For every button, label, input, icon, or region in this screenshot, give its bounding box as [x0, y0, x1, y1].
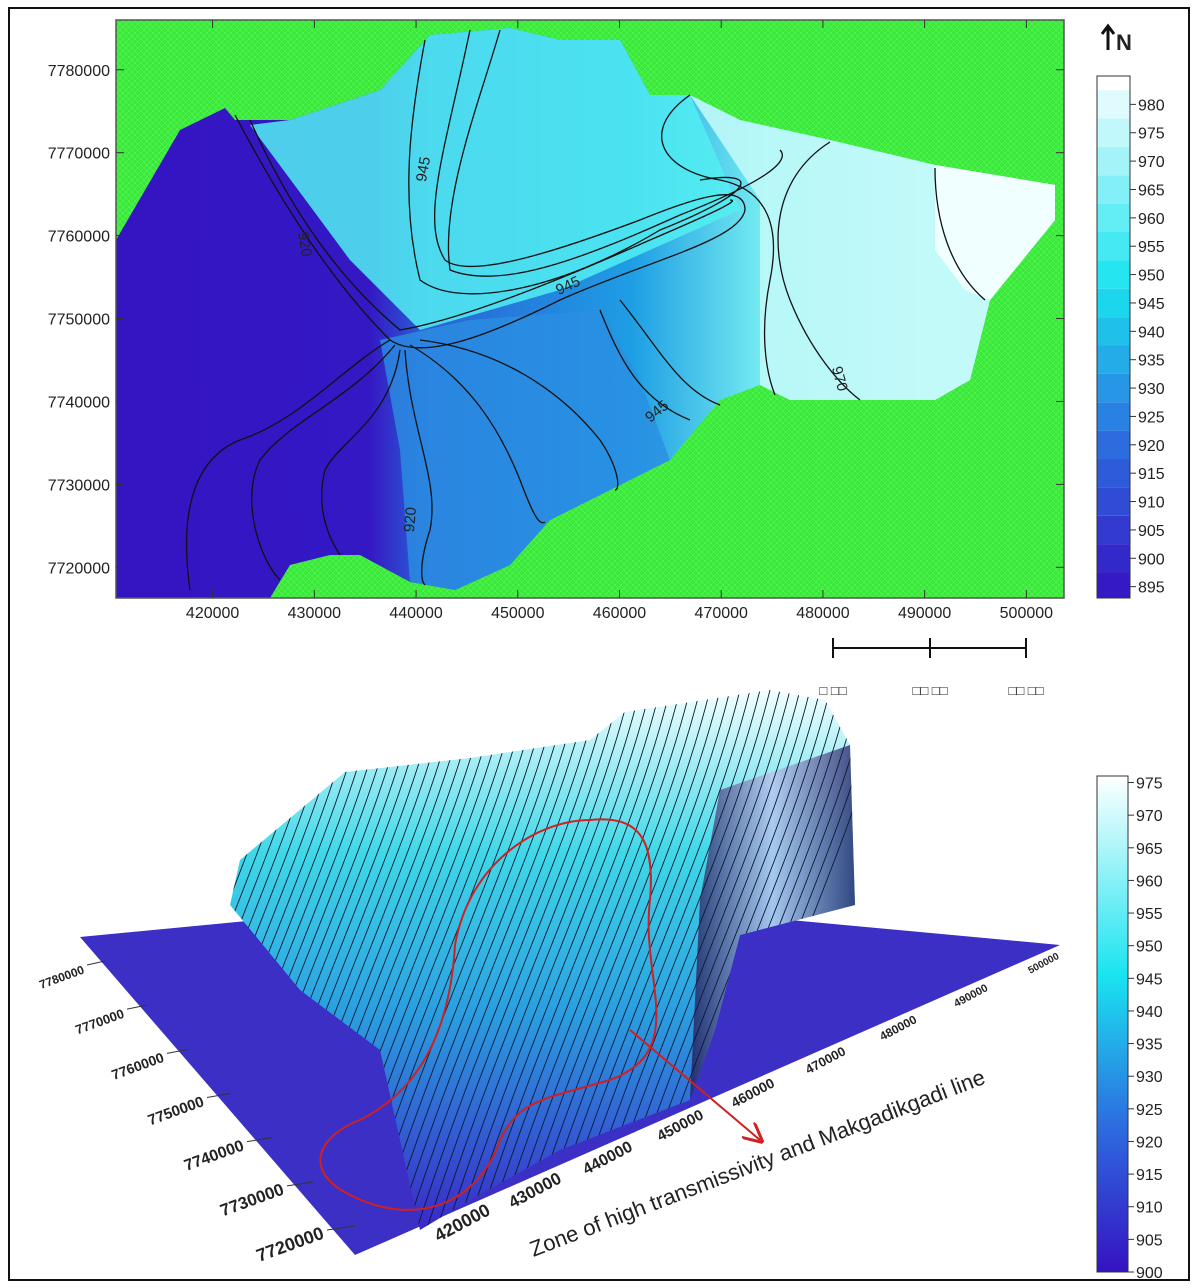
colorbar-tick-label: 920	[1138, 438, 1165, 455]
colorbar-tick-label: 970	[1138, 154, 1165, 171]
x-tick-label: 480000	[796, 605, 849, 622]
y-tick-label: 7780000	[48, 63, 110, 80]
colorbar-2-tick-label: 955	[1136, 906, 1163, 923]
colorbar-band	[1097, 516, 1130, 544]
colorbar-tick-label: 895	[1138, 580, 1165, 597]
colorbar-band	[1097, 487, 1130, 515]
figure: N Zone of high transmissivity and Makgad…	[0, 0, 1197, 1283]
y-tick-label: 7760000	[48, 229, 110, 246]
colorbar-band	[1097, 260, 1130, 288]
colorbar-2-tick-label: 960	[1136, 873, 1163, 890]
y-tick-label: 7740000	[48, 394, 110, 411]
colorbar-band	[1097, 147, 1130, 175]
colorbar-band	[1097, 175, 1130, 203]
y-tick-label-3d: 7780000	[37, 963, 86, 992]
colorbar-2-tick-label: 965	[1136, 841, 1163, 858]
scale-label: □□ □□	[1008, 683, 1043, 698]
colorbar-band	[1097, 232, 1130, 260]
contour-label: 920	[401, 506, 420, 532]
colorbar-2-tick-label: 900	[1136, 1265, 1163, 1282]
colorbar-band	[1097, 317, 1130, 345]
y-tick-label: 7720000	[48, 560, 110, 577]
colorbar-tick-label: 980	[1138, 97, 1165, 114]
colorbar-2-tick-label: 970	[1136, 808, 1163, 825]
x-tick-label: 440000	[389, 605, 442, 622]
colorbar-2-tick-label: 940	[1136, 1004, 1163, 1021]
colorbar-tick-label: 905	[1138, 523, 1165, 540]
colorbar-band	[1097, 572, 1130, 598]
x-tick-label: 460000	[593, 605, 646, 622]
colorbar-tick-label: 960	[1138, 211, 1165, 228]
colorbar-tick-label: 900	[1138, 551, 1165, 568]
y-tick-label-3d: 7730000	[218, 1180, 287, 1220]
x-tick-label: 420000	[186, 605, 239, 622]
colorbar-tick-label: 915	[1138, 466, 1165, 483]
y-tick-3d	[87, 961, 105, 965]
colorbar-band	[1097, 544, 1130, 572]
colorbar-band	[1097, 289, 1130, 317]
colorbar-2-tick-label: 975	[1136, 776, 1163, 793]
colorbar-tick-label: 910	[1138, 495, 1165, 512]
colorbar-2-tick-label: 925	[1136, 1102, 1163, 1119]
y-tick-label: 7730000	[48, 477, 110, 494]
colorbar-2-tick-label: 920	[1136, 1134, 1163, 1151]
colorbar-tick-label: 935	[1138, 353, 1165, 370]
colorbar-tick-label: 955	[1138, 239, 1165, 256]
north-label: N	[1116, 30, 1132, 55]
colorbar-2-tick-label: 935	[1136, 1037, 1163, 1054]
colorbar-2-tick-label: 915	[1136, 1167, 1163, 1184]
colorbar-band	[1097, 204, 1130, 232]
x-tick-label: 470000	[695, 605, 748, 622]
colorbar-band	[1097, 402, 1130, 430]
colorbar-2-tick-label: 950	[1136, 939, 1163, 956]
colorbar-tick-label: 930	[1138, 381, 1165, 398]
colorbar-2-tick-label: 945	[1136, 971, 1163, 988]
x-tick-label: 500000	[1000, 605, 1053, 622]
y-tick-label: 7770000	[48, 146, 110, 163]
x-tick-label: 450000	[491, 605, 544, 622]
colorbar-tick-label: 940	[1138, 324, 1165, 341]
colorbar-band	[1097, 119, 1130, 147]
colorbar-band	[1097, 346, 1130, 374]
y-tick-label-3d: 7720000	[254, 1223, 327, 1266]
y-tick-label-3d: 7740000	[182, 1137, 246, 1174]
y-tick-label-3d: 7760000	[109, 1049, 166, 1083]
colorbar-2-tick-label: 930	[1136, 1069, 1163, 1086]
colorbar-tick-label: 965	[1138, 182, 1165, 199]
colorbar-2	[1097, 776, 1128, 1272]
colorbar-2-tick-label: 905	[1136, 1232, 1163, 1249]
colorbar-tick-label: 945	[1138, 296, 1165, 313]
colorbar-band	[1097, 459, 1130, 487]
x-tick-label: 490000	[898, 605, 951, 622]
north-arrow	[1102, 26, 1114, 50]
colorbar-tick-label: 975	[1138, 126, 1165, 143]
scale-bar	[833, 638, 1026, 658]
colorbar-band	[1097, 431, 1130, 459]
scale-label: □□ □□	[912, 683, 947, 698]
colorbar-band	[1097, 374, 1130, 402]
colorbar-tick-label: 925	[1138, 409, 1165, 426]
scale-label: □ □□	[819, 683, 846, 698]
y-tick-label: 7750000	[48, 312, 110, 329]
colorbar-2-tick-label: 910	[1136, 1200, 1163, 1217]
y-tick-label-3d: 7770000	[73, 1006, 126, 1037]
x-tick-label: 430000	[288, 605, 341, 622]
colorbar-tick-label: 950	[1138, 268, 1165, 285]
colorbar-band	[1097, 90, 1130, 118]
y-tick-label-3d: 7750000	[146, 1093, 207, 1129]
